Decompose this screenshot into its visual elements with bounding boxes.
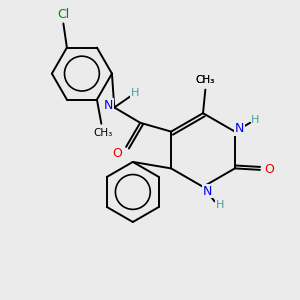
- Text: CH₃: CH₃: [93, 128, 112, 138]
- Text: CH₃: CH₃: [196, 75, 215, 85]
- Text: N: N: [104, 99, 113, 112]
- Text: H: H: [216, 200, 224, 210]
- Text: H: H: [251, 115, 260, 125]
- Text: Cl: Cl: [57, 8, 70, 20]
- Text: N: N: [235, 122, 244, 135]
- Text: CH₃: CH₃: [196, 75, 215, 85]
- Text: O: O: [112, 147, 122, 160]
- Text: N: N: [203, 185, 212, 198]
- Text: H: H: [131, 88, 140, 98]
- Text: O: O: [264, 164, 274, 176]
